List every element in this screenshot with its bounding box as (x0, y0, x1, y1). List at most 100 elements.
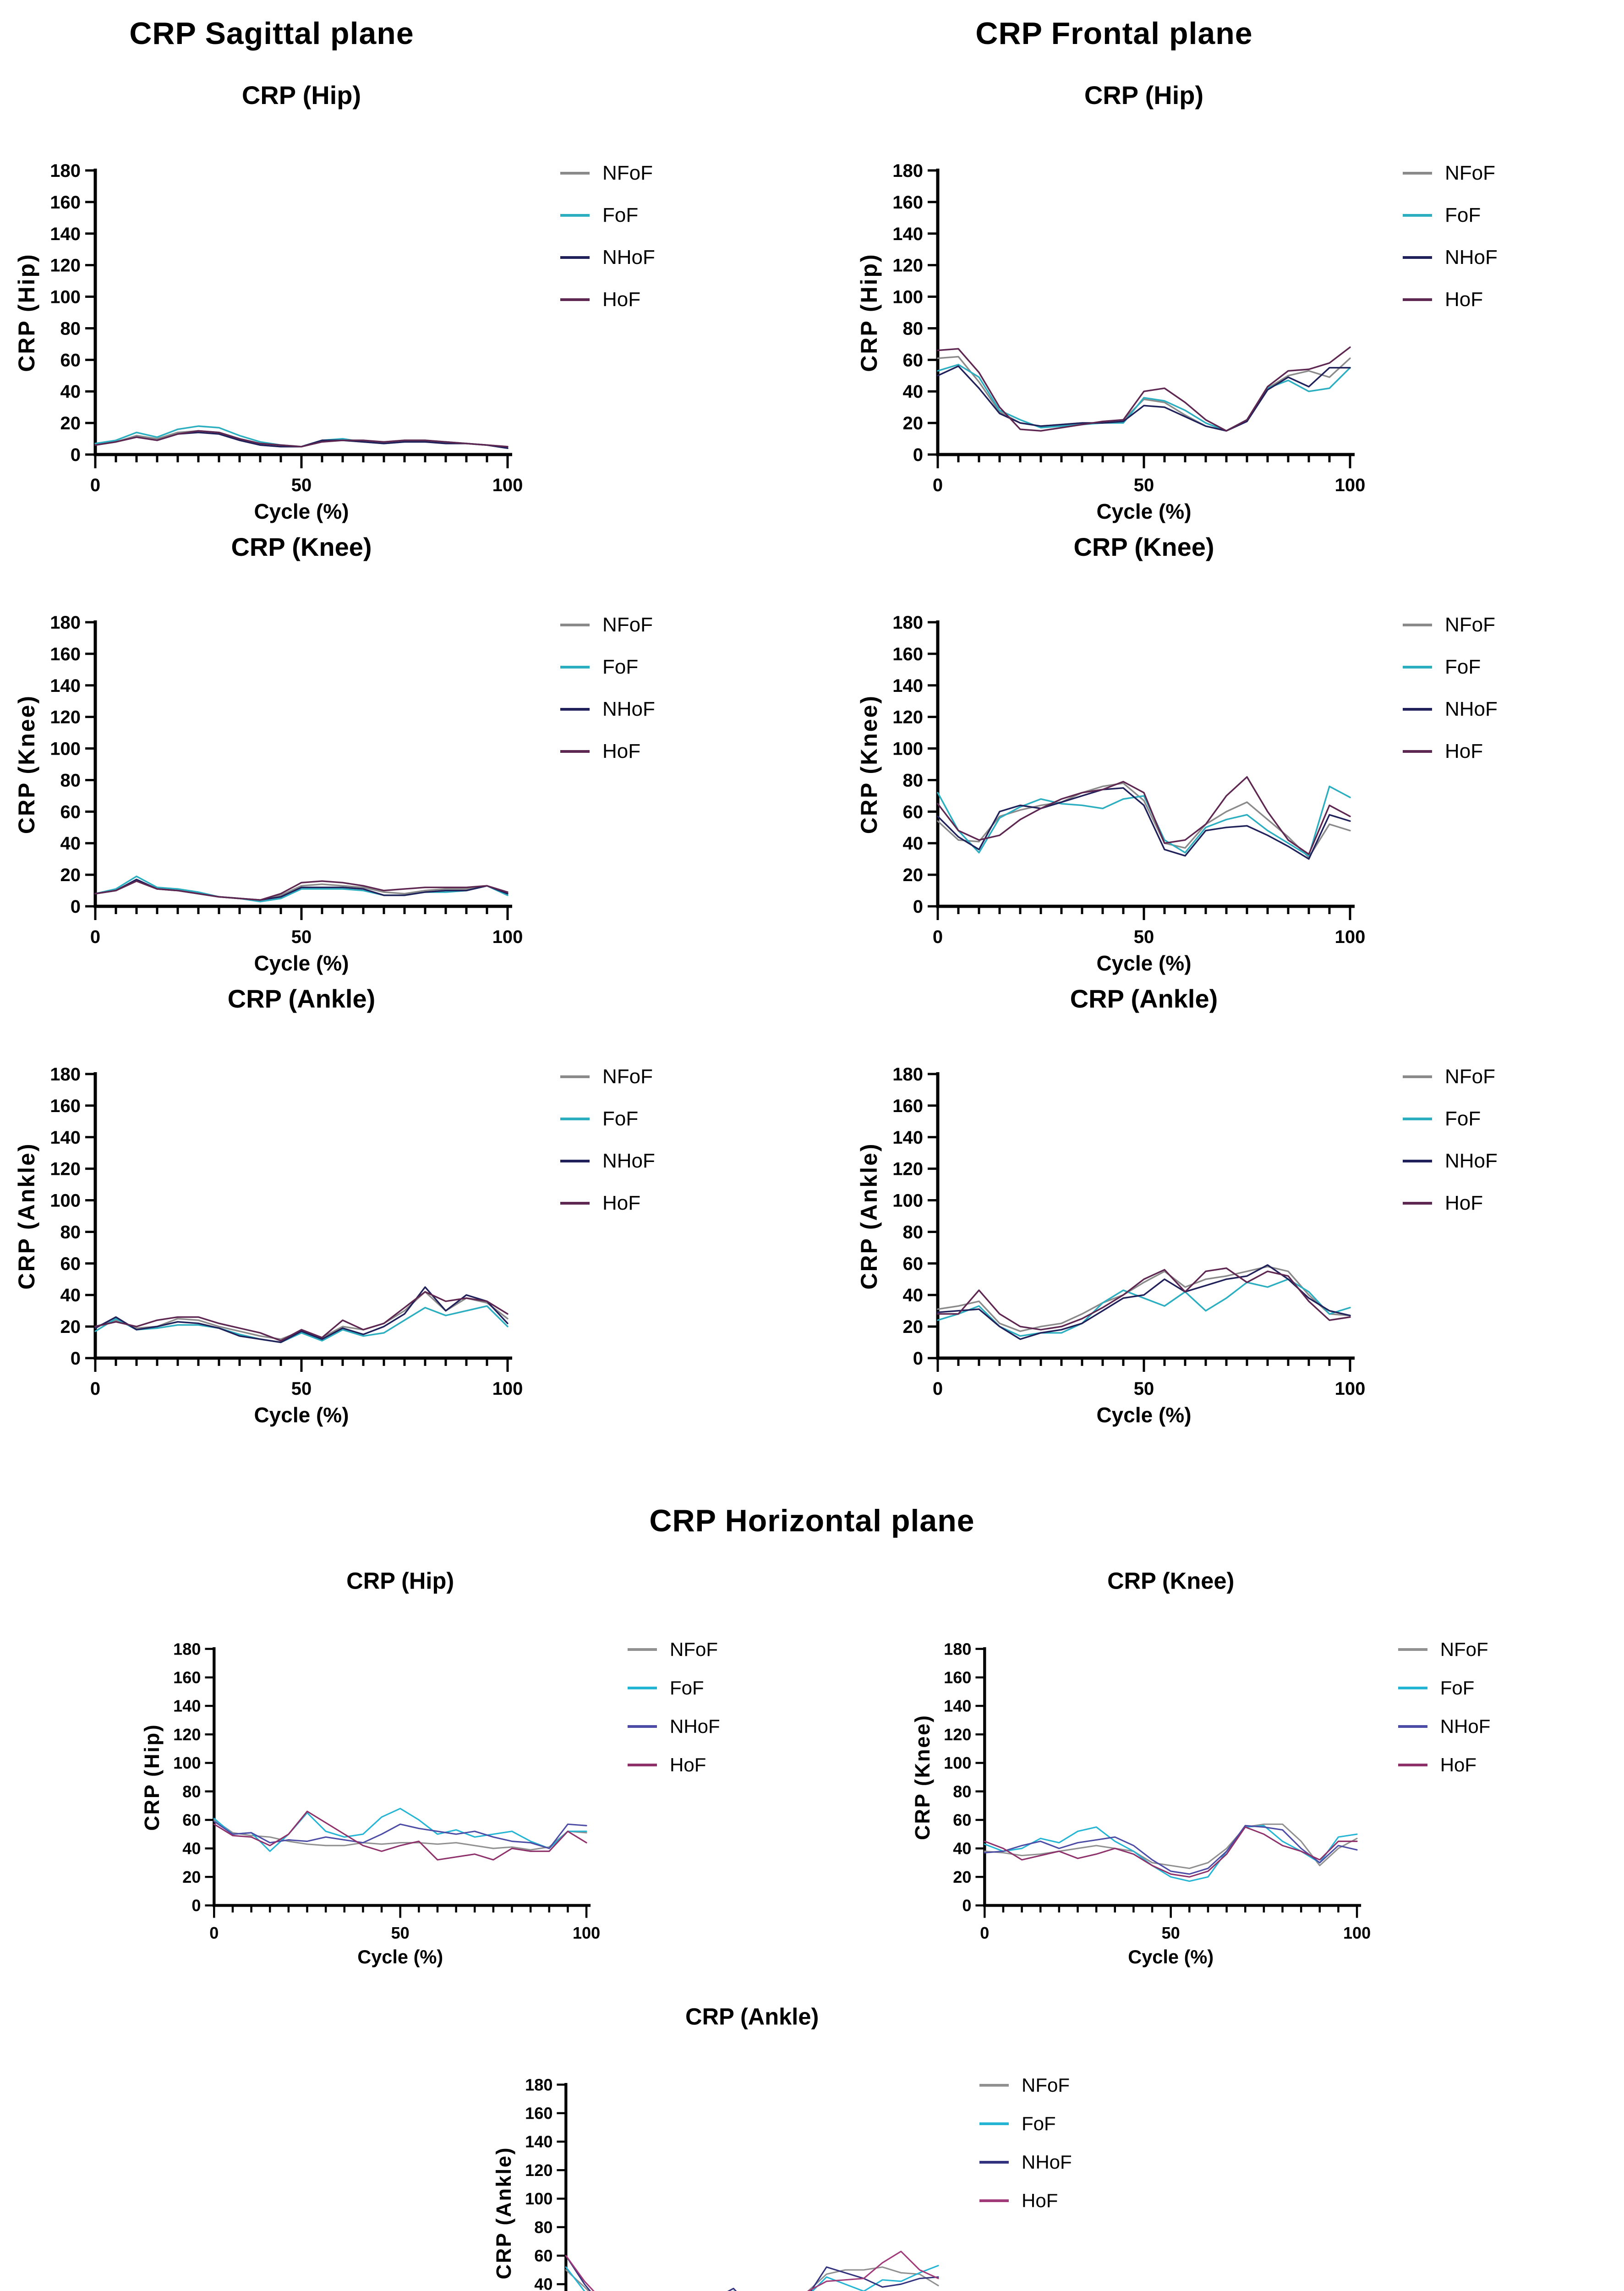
legend-label-FoF: FoF (602, 656, 639, 678)
chart-frontal-knee: CRP (Knee) CRP (Knee) 0 20 40 60 80 100 120 140 16… (853, 531, 1624, 980)
legend-label-HoF: HoF (1440, 1754, 1477, 1776)
legend-swatch-NFoF (1398, 1648, 1427, 1651)
x-tick-label: 100 (492, 927, 523, 947)
y-tick-label: 160 (50, 1096, 81, 1116)
legend-item-NFoF: NFoF (1403, 604, 1498, 646)
y-tick-label: 140 (50, 1128, 81, 1148)
plot-svg: CRP (Hip) CRP (Hip) 0 20 40 60 80 100 120 140 160 1… (856, 81, 1365, 523)
y-tick-label: 20 (60, 413, 81, 433)
legend: NFoF FoF NHoF HoF (1403, 152, 1498, 321)
y-tick-label: 100 (525, 2189, 552, 2208)
legend-item-HoF: HoF (1403, 730, 1498, 773)
x-tick-label: 50 (391, 1924, 410, 1942)
legend-swatch-HoF (1403, 298, 1432, 301)
y-tick-label: 140 (944, 1697, 971, 1716)
x-axis-label: Cycle (%) (1128, 1946, 1214, 1968)
y-tick-label: 20 (182, 1868, 201, 1886)
chart-inner: CRP (Knee) CRP (Knee) 0 20 40 60 80 100 120 140 16… (853, 531, 1624, 980)
legend-swatch-NFoF (560, 1075, 590, 1078)
x-tick-label: 50 (1161, 1924, 1180, 1942)
plot-area: CRP (Knee) CRP (Knee) 0 20 40 60 80 100 120 140 16… (908, 1566, 1380, 1972)
y-tick-label: 40 (60, 382, 81, 402)
y-tick-label: 60 (903, 802, 924, 822)
y-tick-label: 40 (534, 2275, 552, 2291)
legend: NFoF FoF NHoF HoF (979, 2066, 1072, 2220)
legend-item-NHoF: NHoF (628, 1707, 720, 1746)
legend-label-HoF: HoF (1445, 1192, 1483, 1214)
legend-item-HoF: HoF (560, 279, 655, 321)
y-tick-label: 0 (913, 445, 923, 465)
y-tick-label: 180 (892, 1064, 923, 1085)
series-line-FoF (937, 364, 1351, 432)
legend-swatch-FoF (1403, 214, 1432, 217)
legend-item-NFoF: NFoF (560, 604, 655, 646)
legend-item-NFoF: NFoF (560, 1056, 655, 1098)
legend-swatch-HoF (560, 298, 590, 301)
frontal-section: CRP Frontal plane CRP (Hip) CRP (Hip) 0 20 4… (812, 0, 1624, 1434)
series-line-FoF (94, 1305, 509, 1343)
legend-item-FoF: FoF (1403, 1098, 1498, 1140)
legend-item-NHoF: NHoF (560, 688, 655, 730)
x-tick-label: 0 (209, 1924, 219, 1942)
series-line-HoF (94, 880, 509, 901)
y-tick-label: 40 (903, 1285, 924, 1305)
legend-label-NFoF: NFoF (602, 1065, 653, 1088)
legend-swatch-HoF (560, 1202, 590, 1205)
x-tick-label: 100 (492, 1379, 523, 1399)
series-line-FoF (937, 1278, 1351, 1337)
legend-label-FoF: FoF (1445, 1107, 1481, 1130)
y-tick-label: 160 (892, 192, 923, 213)
legend-item-NFoF: NFoF (560, 152, 655, 194)
y-tick-label: 120 (50, 707, 81, 728)
y-tick-label: 20 (60, 865, 81, 885)
legend-swatch-HoF (1403, 750, 1432, 753)
legend-label-FoF: FoF (670, 1677, 704, 1699)
series-line-HoF (213, 1810, 587, 1861)
y-tick-label: 160 (50, 192, 81, 213)
x-tick-label: 100 (492, 475, 523, 495)
y-tick-label: 0 (913, 1348, 923, 1369)
legend-swatch-HoF (628, 1764, 657, 1766)
y-tick-label: 40 (60, 833, 81, 854)
legend: NFoF FoF NHoF HoF (560, 604, 655, 773)
x-tick-label: 0 (90, 1379, 100, 1399)
legend-swatch-NFoF (1403, 624, 1432, 626)
legend-label-FoF: FoF (602, 1107, 639, 1130)
y-tick-label: 80 (534, 2218, 552, 2236)
y-tick-label: 80 (60, 770, 81, 790)
chart-title: CRP (Ankle) (228, 984, 376, 1013)
x-axis-label: Cycle (%) (357, 1946, 443, 1968)
horizontal-plane-heading: CRP Horizontal plane (649, 1503, 975, 1538)
y-tick-label: 40 (953, 1839, 971, 1858)
legend-swatch-NHoF (1403, 708, 1432, 711)
legend-label-NHoF: NHoF (670, 1716, 720, 1737)
y-tick-label: 160 (944, 1668, 971, 1687)
chart-inner: CRP (Ankle)CRP (Ankle)020406080100120140… (489, 2002, 1624, 2291)
legend-item-NHoF: NHoF (1403, 1140, 1498, 1182)
x-tick-label: 50 (291, 1379, 312, 1399)
legend-swatch-FoF (1403, 1118, 1432, 1120)
legend-label-NFoF: NFoF (602, 162, 653, 184)
chart-inner: CRP (Knee) CRP (Knee) 0 20 40 60 80 100 120 140 16… (11, 531, 812, 980)
legend-swatch-NHoF (560, 1160, 590, 1162)
y-tick-label: 100 (50, 287, 81, 307)
x-tick-label: 50 (291, 927, 312, 947)
legend-swatch-NFoF (560, 624, 590, 626)
legend-item-HoF: HoF (979, 2181, 1072, 2220)
series-line-HoF (94, 1291, 509, 1342)
plot-svg: CRP (Hip) CRP (Hip) 0 20 40 60 80 100 120 140 160 1… (140, 1568, 600, 1968)
y-tick-label: 60 (60, 350, 81, 370)
y-axis-label: CRP (Ankle) (856, 1142, 882, 1289)
sagittal-section: CRP Sagittal plane CRP (Hip) CRP (Hip) 0 20… (0, 0, 812, 1434)
y-tick-label: 80 (953, 1782, 971, 1801)
legend-item-FoF: FoF (1398, 1669, 1491, 1707)
series-line-NHoF (937, 365, 1351, 432)
legend-item-NHoF: NHoF (560, 1140, 655, 1182)
legend-label-FoF: FoF (1440, 1677, 1475, 1699)
y-tick-label: 80 (903, 1222, 924, 1242)
y-tick-label: 140 (173, 1697, 201, 1716)
legend-swatch-HoF (560, 750, 590, 753)
chart-title: CRP (Knee) (1073, 532, 1214, 561)
legend-item-FoF: FoF (628, 1669, 720, 1707)
legend-item-NHoF: NHoF (1403, 236, 1498, 279)
